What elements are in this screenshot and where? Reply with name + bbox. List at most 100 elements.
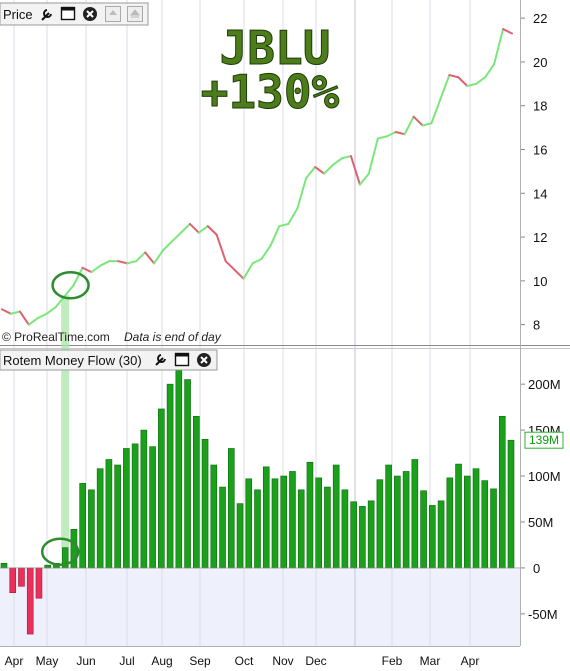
price-segment: [394, 130, 406, 136]
price-segment: [36, 312, 48, 320]
flow-bar: [402, 471, 410, 569]
price-segment: [206, 225, 218, 236]
flow-bar: [306, 461, 314, 569]
flow-bar: [149, 446, 156, 569]
x-tick-label: Nov: [272, 654, 293, 668]
flow-bar: [376, 479, 384, 569]
negative-zone-bg: [0, 567, 520, 646]
flow-bar: [385, 464, 392, 569]
price-segment: [81, 266, 93, 274]
signal-circle-price: [51, 271, 90, 300]
flow-bar: [184, 379, 191, 569]
flow-tick-label: 100M: [528, 469, 561, 484]
price-tick-label: 20: [533, 55, 547, 70]
flow-bar: [114, 464, 121, 569]
data-note: Data is end of day: [124, 330, 222, 344]
flow-bar: [429, 505, 436, 569]
flow-bar: [88, 489, 95, 569]
last-value-label: 139M: [529, 433, 559, 447]
price-segment: [269, 225, 281, 247]
flow-bar: [446, 477, 454, 569]
flow-bar: [297, 489, 305, 569]
last-value-badge: 139M: [524, 431, 564, 449]
scroll-top-icon[interactable]: [127, 6, 143, 22]
close-icon[interactable]: [197, 353, 211, 367]
price-segment: [72, 266, 84, 287]
flow-bar: [394, 475, 401, 569]
flow-bar: [201, 438, 209, 569]
price-segment: [18, 310, 30, 326]
flow-bar: [420, 490, 427, 569]
flow-bar: [219, 486, 226, 569]
window-icon[interactable]: [60, 6, 76, 21]
price-segment: [1, 308, 12, 315]
signal-circle-indicator: [40, 537, 80, 566]
flow-tick-label: -50M: [528, 607, 558, 622]
price-segment: [27, 317, 39, 326]
overlay-gain: +130%: [201, 65, 340, 119]
price-segment: [314, 166, 326, 175]
x-tick-label: Oct: [235, 654, 254, 668]
price-segment: [421, 122, 433, 127]
price-segment: [224, 260, 236, 271]
scroll-up-icon[interactable]: [105, 6, 121, 22]
flow-bar: [481, 480, 489, 569]
overlay-ticker: JBLU: [220, 21, 331, 75]
price-segment: [332, 157, 343, 166]
x-tick-label: Dec: [305, 654, 326, 668]
flow-bar: [0, 563, 8, 569]
flow-bar: [18, 567, 25, 587]
flow-bar: [271, 478, 279, 569]
price-segment: [475, 76, 487, 85]
flow-bar: [437, 500, 445, 569]
flow-bar: [166, 383, 174, 569]
price-segment: [367, 137, 379, 175]
price-segment: [144, 251, 156, 265]
price-segment: [179, 222, 191, 234]
flow-bar: [105, 459, 113, 569]
flow-bar: [123, 448, 130, 569]
wrench-icon[interactable]: [155, 354, 166, 366]
flow-bar: [315, 477, 322, 569]
price-segment: [296, 176, 308, 210]
price-segment: [63, 284, 75, 298]
flow-bar: [140, 429, 148, 569]
price-segment: [135, 251, 147, 263]
flow-bar: [367, 500, 375, 569]
flow-bar: [227, 448, 235, 569]
wrench-icon[interactable]: [41, 9, 52, 21]
price-segment: [45, 306, 57, 315]
price-segment: [403, 115, 415, 136]
flow-bar: [324, 486, 331, 569]
flow-bar: [79, 483, 86, 569]
price-segment: [251, 257, 263, 265]
highlight-band: [61, 295, 70, 548]
close-icon[interactable]: [83, 7, 97, 21]
indicator-panel-title: Rotem Money Flow (30): [3, 353, 142, 368]
flow-bar: [158, 408, 165, 569]
x-tick-label: Aug: [151, 654, 172, 668]
price-segment: [349, 155, 361, 186]
x-tick-label: Jul: [119, 654, 134, 668]
price-tick-label: 8: [533, 318, 540, 333]
price-segment: [197, 225, 209, 234]
price-segment: [439, 74, 451, 101]
window-icon[interactable]: [174, 352, 190, 367]
price-segment: [287, 207, 299, 225]
flow-bar: [210, 464, 218, 569]
flow-bar: [26, 567, 34, 635]
price-panel-bg: [0, 0, 520, 345]
flow-bar: [245, 478, 253, 569]
flow-bar: [44, 564, 52, 569]
money-flow-bars: [0, 370, 515, 635]
price-segment: [412, 115, 424, 127]
price-y-axis: 8 10 12 14 16 18 20 22: [521, 11, 547, 333]
flow-bar: [9, 567, 17, 594]
flow-bar: [280, 475, 288, 569]
x-tick-label: Jun: [76, 654, 95, 668]
flow-tick-label: 200M: [528, 377, 561, 392]
x-tick-label: Apr: [461, 654, 480, 668]
price-segment: [376, 135, 388, 140]
price-segment: [126, 260, 138, 265]
